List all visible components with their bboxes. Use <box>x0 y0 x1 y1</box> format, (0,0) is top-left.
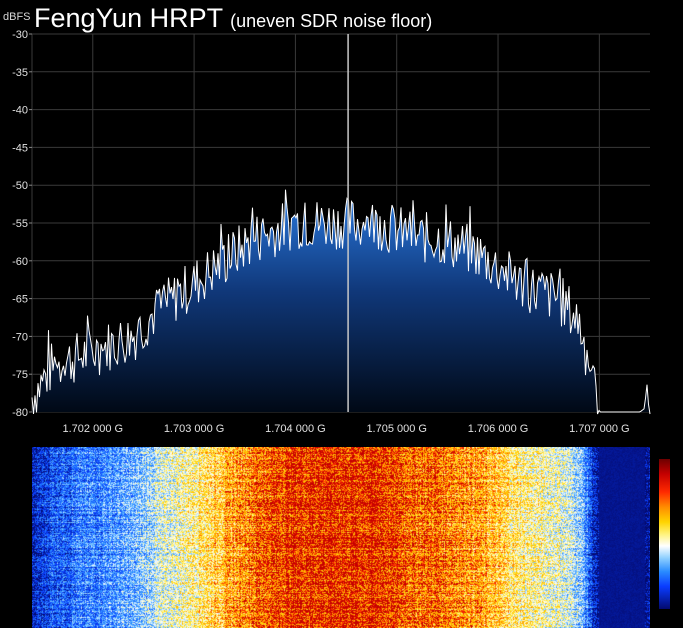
y-tick-label: -50 <box>12 180 28 192</box>
y-tick-label: -55 <box>12 218 28 230</box>
subtitle-text: (uneven SDR noise floor) <box>230 11 433 31</box>
x-tick-label: 1.702 000 G <box>63 423 124 435</box>
x-tick-label: 1.704 000 G <box>265 423 326 435</box>
y-tick-label: -75 <box>12 369 28 381</box>
spectrum-trace <box>31 189 651 415</box>
x-tick-label: 1.703 000 G <box>164 423 225 435</box>
y-axis-ticks: -30 -35 -40 -45 -50 -55 -60 -65 -70 -75 -80 <box>12 29 32 419</box>
unit-label: dBFS <box>3 11 31 23</box>
x-tick-label: 1.705 000 G <box>366 423 427 435</box>
waterfall-colorbar <box>659 459 670 609</box>
title-text: FengYun HRPT <box>34 3 223 33</box>
y-tick-label: -35 <box>12 67 28 79</box>
spectrum-fill <box>32 189 650 414</box>
y-tick-label: -45 <box>12 142 28 154</box>
x-axis-ticks: 1.702 000 G 1.703 000 G 1.704 000 G 1.705 0… <box>63 423 630 435</box>
x-tick-label: 1.706 000 G <box>468 423 529 435</box>
y-tick-label: -70 <box>12 331 28 343</box>
y-tick-label: -60 <box>12 256 28 268</box>
y-tick-label: -30 <box>12 29 28 41</box>
y-tick-label: -80 <box>12 407 28 419</box>
x-tick-label: 1.707 000 G <box>569 423 630 435</box>
page-title: FengYun HRPT (uneven SDR noise floor) <box>34 2 432 37</box>
y-tick-label: -65 <box>12 294 28 306</box>
waterfall-display[interactable] <box>32 447 650 628</box>
y-tick-label: -40 <box>12 105 28 117</box>
spectrum-plot[interactable]: -30 -35 -40 -45 -50 -55 -60 -65 -70 -75 -80 1.702 … <box>0 0 683 445</box>
